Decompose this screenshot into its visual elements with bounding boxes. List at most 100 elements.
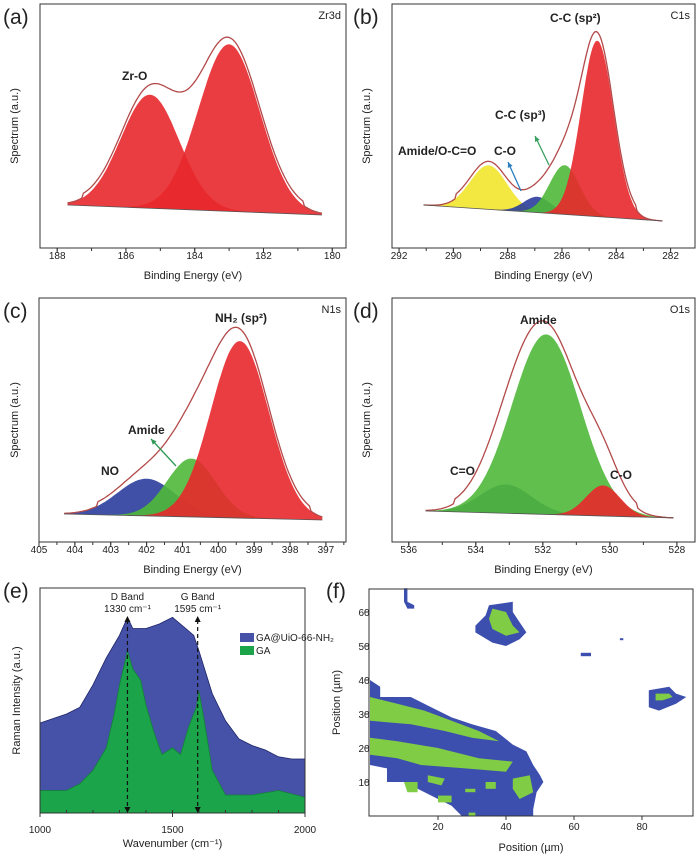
y-tick-label: 10: [358, 778, 370, 789]
baseline: [64, 513, 323, 521]
y-tick-label: 20: [358, 744, 370, 755]
peak-annotation: C=O: [450, 464, 475, 478]
x-axis-label: Binding Energy (eV): [144, 270, 242, 282]
x-tick-label: 536: [400, 545, 417, 556]
y-tick-label: 50: [358, 642, 370, 653]
x-tick-label: 400: [210, 545, 227, 556]
y-tick-label: 30: [358, 710, 370, 721]
x-tick-label: 180: [324, 251, 341, 262]
arrowhead-icon: [194, 616, 201, 622]
panel-label: (e): [3, 580, 29, 603]
legend-swatch: [240, 633, 254, 642]
x-tick-label: 402: [138, 545, 155, 556]
map-region-green: [427, 775, 445, 786]
peak-annotation: NH₂ (sp²): [215, 311, 267, 325]
x-tick-label: 397: [318, 545, 335, 556]
plot-frame: [391, 3, 696, 249]
x-tick-label: 184: [186, 251, 203, 262]
panel-d: 536 534 532 530 528 Binding Energy (eV) Spectr…: [353, 297, 696, 576]
x-tick-label: 290: [445, 251, 462, 262]
map-region-green: [438, 795, 452, 803]
peak-0: [67, 94, 322, 215]
peak-annotation: Amide: [520, 313, 557, 327]
x-tick-label: 532: [534, 545, 551, 556]
x-axis-label: Wavenumber (cm⁻¹): [123, 838, 223, 850]
arrowhead-icon: [507, 162, 513, 168]
x-tick-label: 286: [554, 251, 571, 262]
peak-annotation: NO: [101, 464, 119, 478]
plot-frame: [391, 297, 696, 543]
x-tick-label: 186: [118, 251, 135, 262]
x-tick-label: 399: [246, 545, 263, 556]
x-tick-label: 1500: [161, 825, 184, 836]
core-level-label: O1s: [670, 304, 691, 316]
map-region-green: [485, 782, 496, 789]
peak-annotation: C-O: [494, 144, 516, 158]
panel-b: 292 290 288 286 284 282 Binding Energy (eV) Spe…: [353, 3, 696, 282]
envelope-line: [423, 31, 663, 222]
panel-label: (d): [353, 300, 379, 323]
x-tick-label: 2000: [294, 825, 317, 836]
arrowhead-icon: [151, 439, 157, 445]
x-axis-label: Binding Energy (eV): [494, 564, 592, 576]
map-region-green: [512, 775, 534, 799]
legend-swatch: [240, 646, 254, 655]
y-axis-label: Raman Intensity (a.u.): [11, 646, 23, 754]
panel-a: 188 186 184 182 180 Binding Energy (eV) Spectr…: [3, 3, 347, 282]
arrowhead-icon: [194, 807, 201, 813]
x-axis-label: Binding Energy (eV): [143, 564, 241, 576]
x-tick-label: 401: [174, 545, 191, 556]
x-tick-label: 404: [67, 545, 84, 556]
map-region-green: [404, 782, 418, 793]
y-axis-label: Spectrum (a.u.): [9, 382, 21, 458]
band-label: G Band: [181, 592, 215, 603]
band-value: 1330 cm⁻¹: [104, 604, 152, 615]
baseline: [425, 510, 674, 519]
x-tick-label: 40: [500, 822, 512, 833]
y-axis-label: Position (µm): [331, 670, 343, 735]
peak-annotation: Amide/O-C=O: [398, 144, 476, 158]
peak-annotation: C-C (sp²): [550, 11, 601, 25]
plot-frame: [39, 3, 347, 249]
x-axis-label: Binding Energy (eV): [494, 270, 592, 282]
baseline: [67, 204, 322, 216]
band-label: D Band: [111, 592, 144, 603]
panel-e: 1000 1500 2000 Wavenumber (cm⁻¹) Raman Inten…: [3, 580, 334, 850]
y-tick-label: 60: [358, 608, 370, 619]
legend-label: GA: [256, 646, 271, 657]
x-tick-label: 188: [49, 251, 66, 262]
arrowhead-icon: [534, 136, 540, 142]
peak-1: [425, 334, 674, 518]
y-tick-label: 40: [358, 676, 370, 687]
peak-3: [423, 40, 663, 222]
peak-0: [423, 165, 663, 221]
envelope-line: [425, 320, 674, 519]
core-level-label: C1s: [670, 10, 690, 22]
peak-annotation: Zr-O: [122, 69, 147, 83]
series-area-1: [39, 649, 306, 814]
panel-label: (a): [3, 6, 29, 29]
panel-label: (c): [3, 300, 28, 323]
x-tick-label: 282: [662, 251, 679, 262]
x-tick-label: 405: [31, 545, 48, 556]
x-tick-label: 530: [602, 545, 619, 556]
panel-c: 405 404 403 402 401 400 399 398 397 Binding Energ…: [3, 297, 347, 576]
legend-label: GA@UiO-66-NH₂: [256, 633, 334, 644]
map-region-blue: [619, 638, 624, 641]
x-tick-label: 80: [636, 822, 648, 833]
peak-annotation: Amide: [128, 423, 165, 437]
x-tick-label: 292: [391, 251, 408, 262]
y-axis-label: Spectrum (a.u.): [361, 382, 373, 458]
plot-frame: [38, 297, 347, 543]
x-tick-label: 288: [499, 251, 516, 262]
map-region-green: [489, 608, 520, 636]
peak-2: [425, 485, 674, 518]
x-tick-label: 182: [255, 251, 272, 262]
map-region-blue: [404, 588, 415, 609]
y-axis-label: Spectrum (a.u.): [361, 88, 373, 164]
band-value: 1595 cm⁻¹: [174, 604, 222, 615]
arrowhead-icon: [124, 807, 131, 813]
peak-annotation: C-O: [610, 468, 632, 482]
x-tick-label: 1000: [29, 825, 52, 836]
